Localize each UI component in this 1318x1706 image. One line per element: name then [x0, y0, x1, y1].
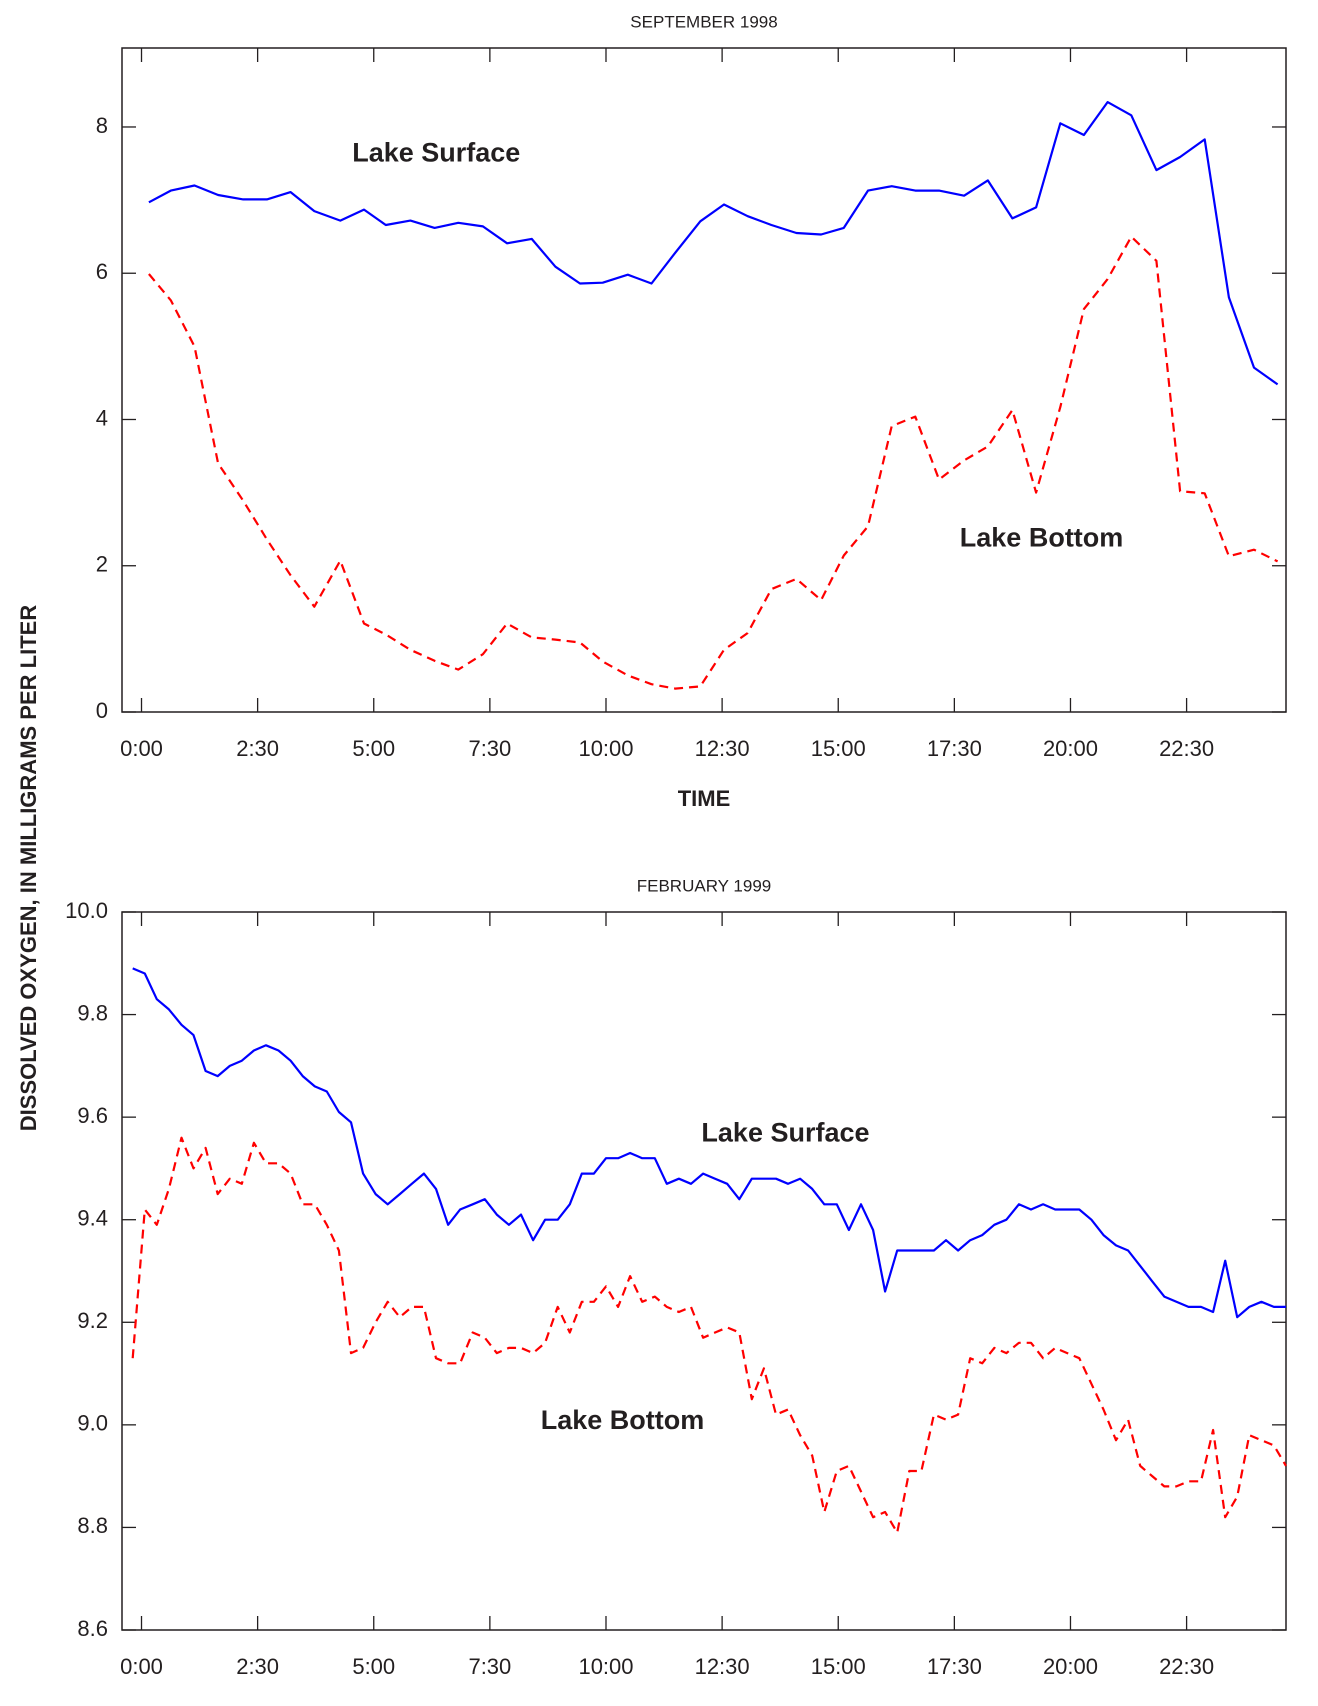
x-tick-label: 12:30	[695, 736, 750, 761]
series-line	[132, 967, 1286, 1319]
plot-frame	[121, 47, 1287, 713]
y-tick-label: 0	[96, 698, 108, 723]
series-label: Lake Surface	[701, 1118, 869, 1148]
x-tick-label: 20:00	[1043, 1654, 1098, 1679]
y-tick-label: 9.8	[77, 1000, 108, 1025]
series-line	[148, 101, 1279, 386]
x-tick-label: 15:00	[811, 736, 866, 761]
y-tick-label: 8.6	[77, 1616, 108, 1641]
x-axis-label: TIME	[678, 786, 731, 811]
y-tick-label: 9.6	[77, 1103, 108, 1128]
x-tick-label: 2:30	[236, 1654, 279, 1679]
y-axis-label: DISSOLVED OXYGEN, IN MILLIGRAMS PER LITE…	[16, 605, 41, 1132]
y-tick-label: 9.2	[77, 1308, 108, 1333]
y-tick-label: 2	[96, 552, 108, 577]
x-tick-label: 20:00	[1043, 736, 1098, 761]
y-tick-label: 9.0	[77, 1411, 108, 1436]
x-tick-label: 22:30	[1159, 736, 1214, 761]
x-tick-label: 2:30	[236, 736, 279, 761]
series-line	[148, 235, 1279, 690]
x-tick-label: 0:00	[120, 1654, 163, 1679]
y-tick-label: 8.8	[77, 1513, 108, 1538]
plot-frame	[121, 911, 1287, 1631]
x-tick-label: 15:00	[811, 1654, 866, 1679]
x-tick-label: 5:00	[352, 736, 395, 761]
series-line	[131, 1136, 1287, 1534]
series-label: Lake Bottom	[541, 1405, 705, 1435]
y-tick-label: 10.0	[65, 898, 108, 923]
x-axis-label: TIME	[678, 1704, 731, 1706]
x-tick-label: 10:00	[578, 1654, 633, 1679]
x-tick-label: 0:00	[120, 736, 163, 761]
series-label: Lake Surface	[352, 137, 520, 167]
x-tick-label: 22:30	[1159, 1654, 1214, 1679]
x-tick-label: 17:30	[927, 736, 982, 761]
y-tick-label: 6	[96, 259, 108, 284]
y-tick-label: 8	[96, 113, 108, 138]
x-tick-label: 7:30	[468, 736, 511, 761]
chart-title: SEPTEMBER 1998	[630, 12, 777, 31]
x-tick-label: 17:30	[927, 1654, 982, 1679]
x-tick-label: 7:30	[468, 1654, 511, 1679]
x-tick-label: 12:30	[695, 1654, 750, 1679]
chart-title: FEBRUARY 1999	[637, 876, 772, 895]
y-tick-label: 4	[96, 405, 108, 430]
x-tick-label: 5:00	[352, 1654, 395, 1679]
y-tick-label: 9.4	[77, 1206, 108, 1231]
series-label: Lake Bottom	[960, 522, 1124, 552]
x-tick-label: 10:00	[578, 736, 633, 761]
